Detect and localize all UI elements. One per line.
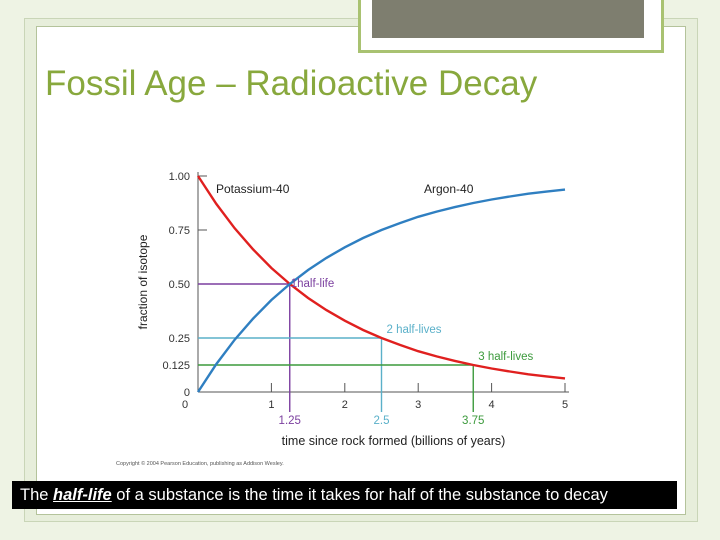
- caption-term: half-life: [53, 486, 112, 504]
- series-label-potassium-40: Potassium-40: [216, 182, 290, 196]
- x-tick-label-1: 2: [342, 399, 348, 411]
- series-line-argon-40: [196, 188, 566, 393]
- half-life-time-label-1: 1.25: [279, 415, 301, 427]
- y-tick-label-3: 0.50: [169, 279, 190, 291]
- half-life-label-3: 3 half-lives: [478, 351, 533, 363]
- y-tick-label-0: 0: [184, 387, 190, 399]
- half-life-label-1: 1half-life: [291, 278, 334, 290]
- slide-title: Fossil Age – Radioactive Decay: [45, 64, 538, 103]
- y-tick-label-1: 0.125: [162, 360, 190, 372]
- x-tick-label-3: 4: [489, 399, 495, 411]
- top-decoration-fill: [372, 0, 644, 38]
- y-tick-label-2: 0.25: [169, 333, 190, 345]
- half-life-label-2: 2 half-lives: [387, 324, 442, 336]
- caption-bar: The half-life of a substance is the time…: [12, 481, 677, 509]
- half-life-time-label-2: 2.5: [374, 415, 390, 427]
- series-line-potassium-40: [196, 175, 566, 380]
- x-origin-label: 0: [182, 399, 188, 411]
- caption-suffix: of a substance is the time it takes for …: [111, 486, 608, 504]
- y-tick-label-4: 0.75: [169, 225, 190, 237]
- x-tick-label-4: 5: [562, 399, 568, 411]
- x-tick-label-0: 1: [268, 399, 274, 411]
- y-tick-label-5: 1.00: [169, 171, 190, 183]
- x-tick-label-2: 3: [415, 399, 421, 411]
- slide-panel: [36, 26, 686, 515]
- series-label-argon-40: Argon-40: [424, 182, 474, 196]
- half-life-time-label-3: 3.75: [462, 415, 484, 427]
- x-axis-label: time since rock formed (billions of year…: [282, 434, 506, 448]
- y-axis-label: fraction of isotope: [136, 234, 150, 329]
- copyright-note: Copyright © 2004 Pearson Education, publ…: [116, 460, 284, 467]
- caption-prefix: The: [20, 486, 54, 504]
